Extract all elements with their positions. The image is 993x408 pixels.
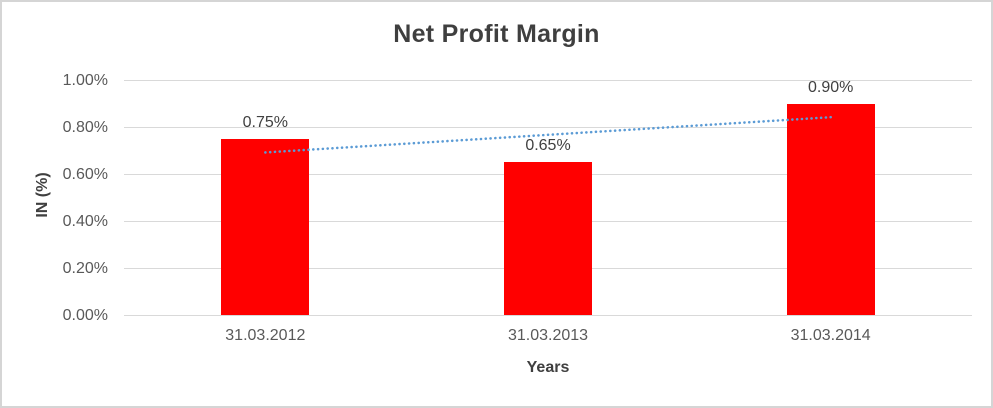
- x-axis-title: Years: [526, 359, 570, 376]
- bar: [221, 138, 310, 315]
- y-tick-label: 1.00%: [62, 71, 108, 89]
- gridline: [124, 314, 972, 316]
- data-label: 0.90%: [807, 78, 854, 96]
- y-tick-label: 0.80%: [62, 118, 108, 136]
- bar: [786, 103, 875, 315]
- x-tick-label: 31.03.2013: [507, 327, 589, 344]
- y-tick-label: 0.60%: [62, 165, 108, 183]
- bar: [504, 162, 592, 315]
- x-tick-label: 31.03.2012: [225, 327, 306, 344]
- gridline: [124, 79, 972, 81]
- y-tick-label: 0.00%: [62, 306, 108, 324]
- chart-title: Net Profit Margin: [393, 20, 600, 48]
- data-label: 0.65%: [525, 137, 571, 155]
- x-tick-label: 31.03.2014: [790, 327, 871, 344]
- data-label: 0.75%: [242, 113, 289, 131]
- plot-area: 0.75% 0.65% 0.90%: [124, 78, 972, 316]
- y-tick-label: 0.40%: [62, 212, 108, 230]
- y-tick-label: 0.20%: [62, 259, 108, 277]
